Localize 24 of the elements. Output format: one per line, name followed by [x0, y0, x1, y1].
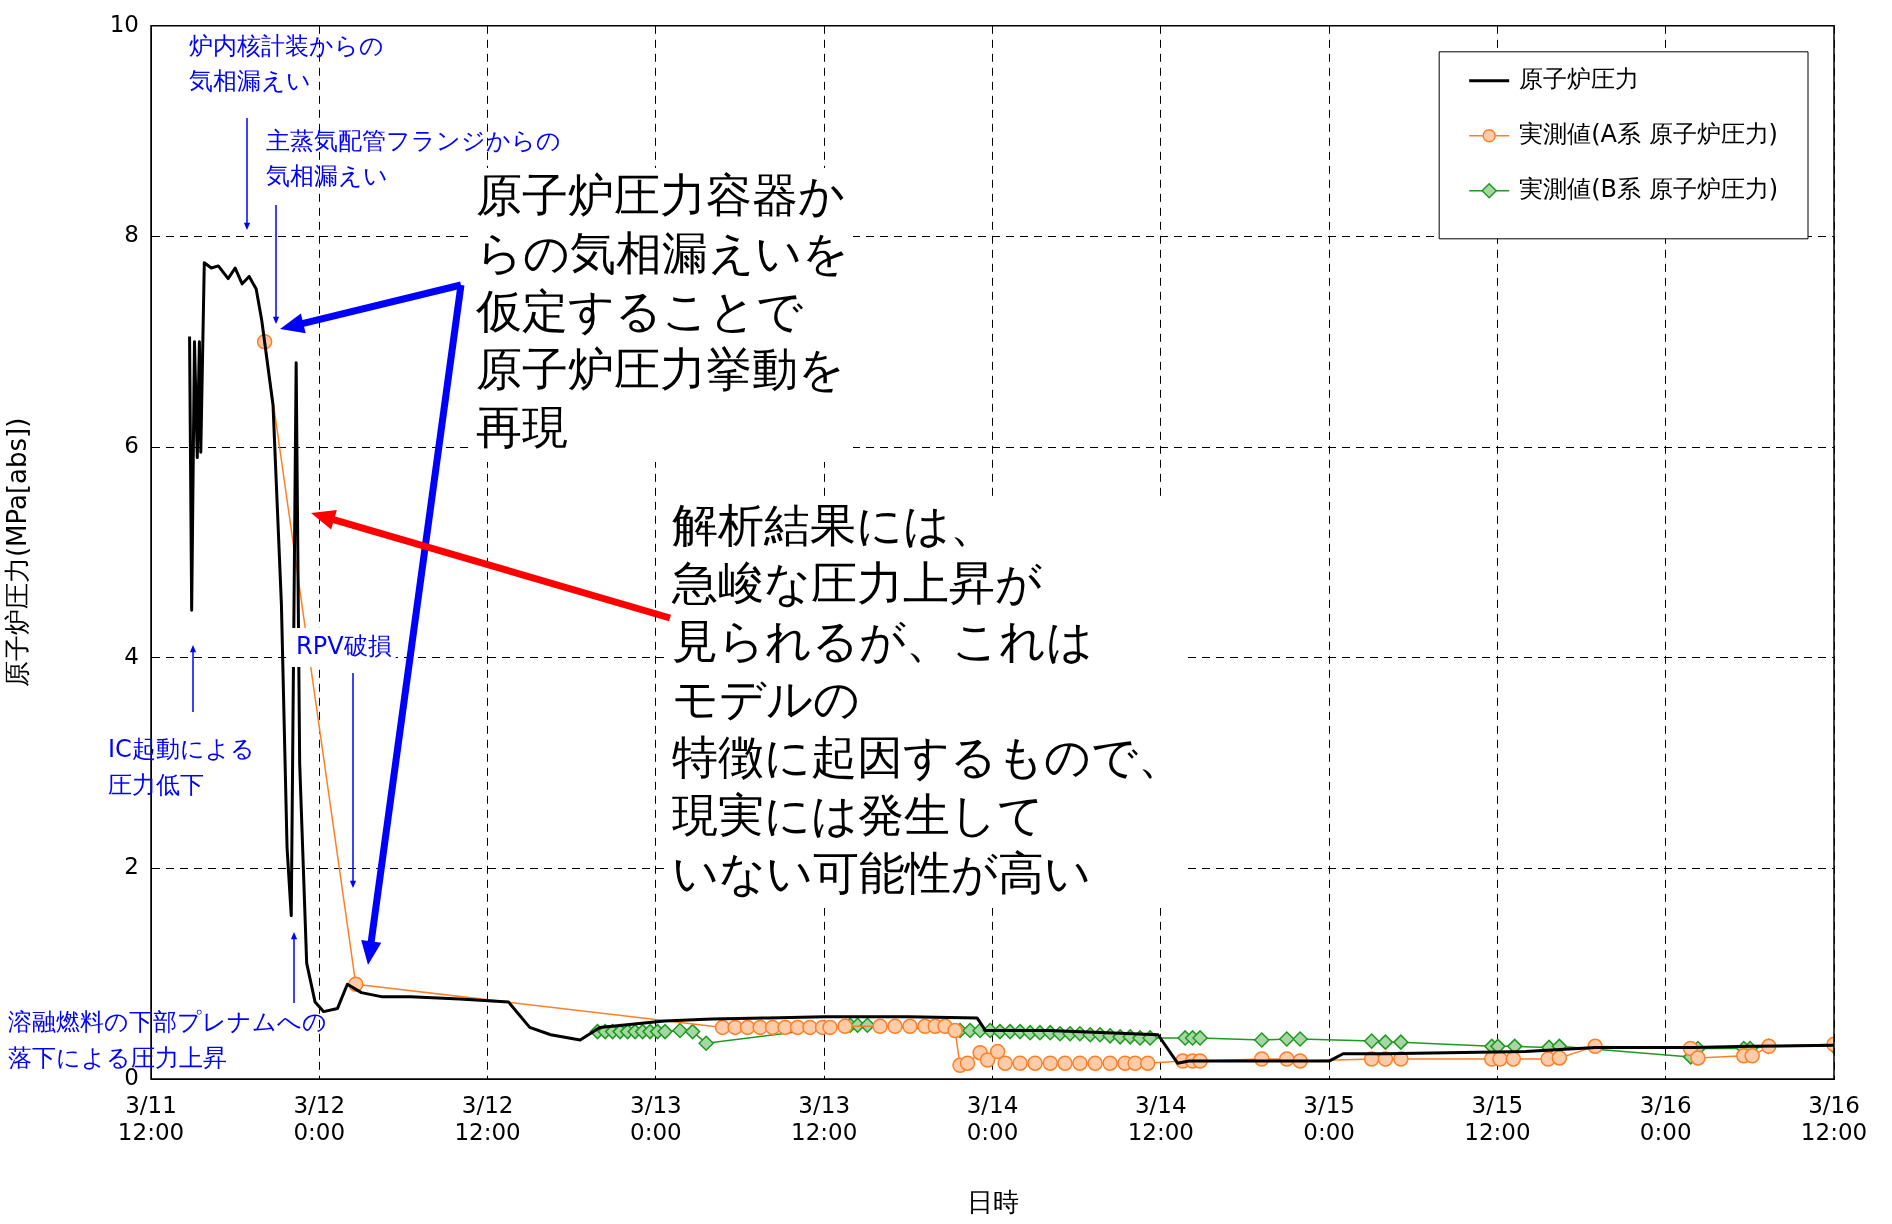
y-tick-label: 4: [124, 642, 139, 669]
y-tick-label: 8: [124, 221, 139, 248]
y-tick-label: 10: [109, 10, 139, 37]
x-tick-label: 3/14 12:00: [1127, 1091, 1194, 1146]
legend-label: 原子炉圧力: [1519, 65, 1640, 94]
annotation: 解析結果には、急峻な圧力上昇が見られるが、これはモデルの特徴に起因するもので、現実には発生していない可能性が高い: [671, 497, 1184, 900]
legend-label: 実測値(A系 原子炉圧力): [1519, 120, 1778, 149]
y-tick-label: 2: [124, 853, 139, 880]
x-axis-title: 日時: [966, 1187, 1019, 1218]
x-tick-label: 3/13 12:00: [791, 1091, 858, 1146]
annotation: RPV破損: [296, 631, 392, 660]
x-tick-label: 3/16 0:00: [1639, 1091, 1692, 1146]
x-tick-label: 3/11 12:00: [117, 1091, 185, 1146]
annotation: 炉内核計装からの気相漏えい: [189, 31, 384, 95]
x-tick-label: 3/15 12:00: [1464, 1091, 1531, 1146]
y-tick-label: 6: [124, 432, 139, 459]
x-tick-label: 3/16 12:00: [1800, 1091, 1868, 1146]
legend-label: 実測値(B系 原子炉圧力): [1519, 175, 1779, 204]
x-tick-label: 3/15 0:00: [1303, 1091, 1355, 1146]
x-tick-label: 3/12 0:00: [293, 1091, 346, 1146]
x-tick-label: 3/13 0:00: [630, 1091, 682, 1146]
y-axis-title: 原子炉圧力(MPa[abs]): [2, 417, 33, 688]
x-tick-label: 3/14 0:00: [966, 1091, 1019, 1146]
x-tick-label: 3/12 12:00: [454, 1091, 521, 1146]
